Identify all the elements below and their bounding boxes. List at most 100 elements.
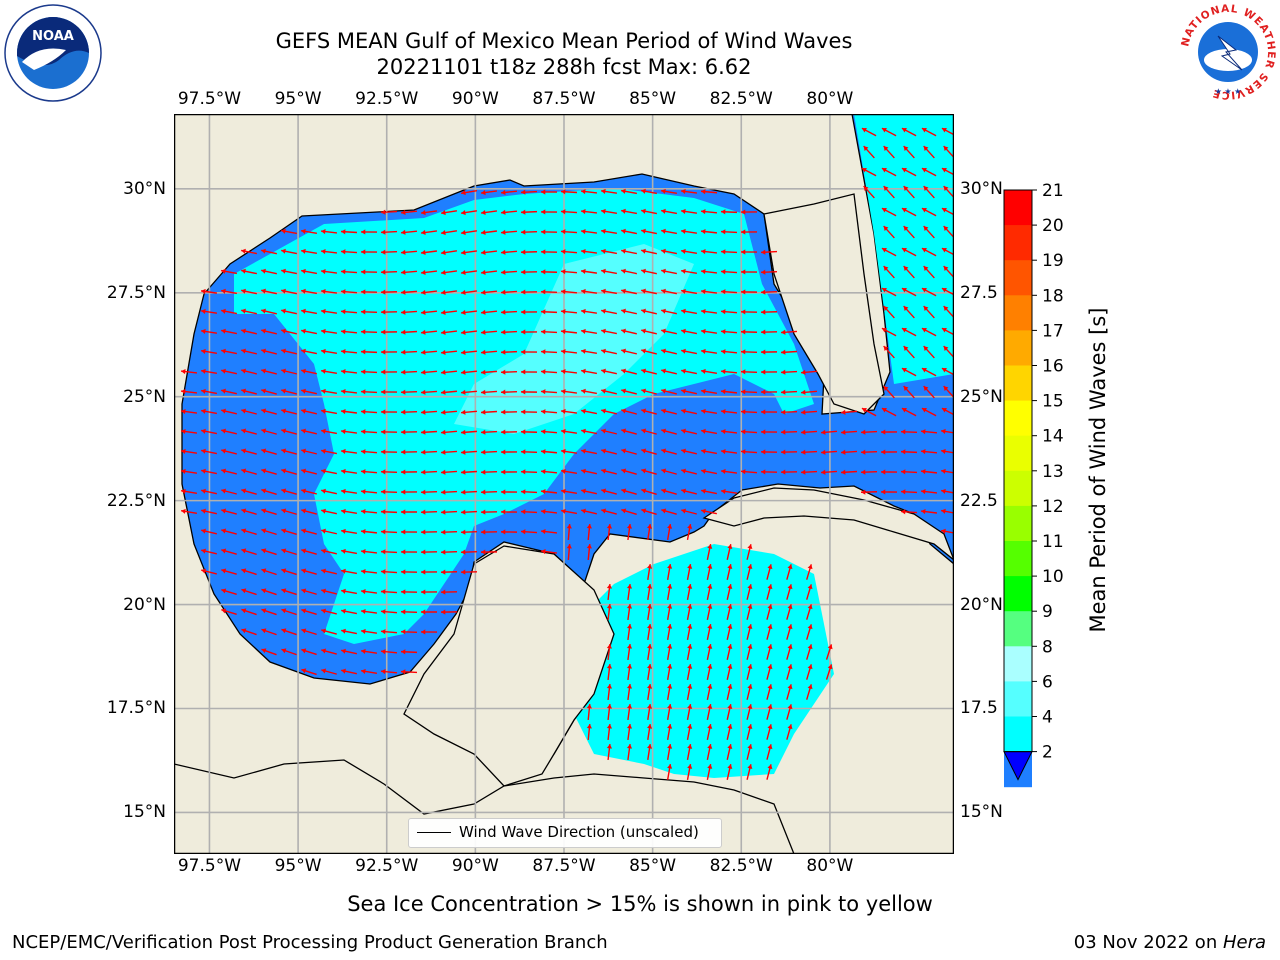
legend-label: Wind Wave Direction (unscaled)	[459, 823, 699, 841]
wind-arrow-head	[661, 348, 666, 354]
wind-arrow-head	[301, 228, 306, 234]
wind-arrow-head	[321, 268, 326, 275]
colorbar-tick-label: 8	[1042, 637, 1053, 657]
wind-arrow-head	[923, 186, 929, 191]
wind-arrow-head	[921, 127, 927, 133]
wind-arrow-head	[281, 408, 287, 414]
colorbar-tick-label: 17	[1042, 321, 1064, 341]
wind-arrow-head	[441, 269, 446, 276]
wind-arrow-head	[901, 469, 906, 475]
wind-arrow-head	[381, 629, 386, 635]
wind-arrow-head	[261, 608, 267, 614]
wind-arrow-head	[241, 468, 247, 474]
wind-arrow-head	[701, 189, 706, 195]
wind-arrow-head	[341, 249, 346, 255]
cuba	[702, 487, 954, 561]
wind-arrow-head	[401, 649, 406, 655]
wind-arrow-head	[461, 409, 466, 415]
wind-arrow-head	[321, 428, 326, 434]
wind-arrow-head	[321, 368, 326, 374]
wind-arrow-head	[421, 389, 426, 395]
wind-arrow-head	[481, 309, 486, 315]
y-tick-right-label: 25°N	[960, 386, 1003, 407]
wind-arrow-head	[381, 289, 386, 295]
wind-arrow-head	[201, 308, 206, 315]
wind-arrow-head	[707, 664, 713, 669]
wind-arrow-head	[923, 266, 929, 271]
wind-arrow-head	[861, 407, 867, 413]
wind-arrow-head	[281, 508, 287, 514]
wind-arrow-head	[421, 269, 426, 275]
wind-arrow-head	[461, 529, 466, 535]
wind-arrow-head	[321, 408, 326, 414]
wind-arrow-head	[941, 127, 947, 133]
wind-arrow-head	[586, 704, 592, 709]
wind-arrow-head	[781, 429, 786, 435]
wind-arrow-head	[787, 704, 793, 710]
y-tick-right-label: 30°N	[960, 178, 1003, 199]
colorbar-tick-label: 10	[1042, 567, 1064, 587]
wind-arrow-head	[541, 309, 546, 315]
colorbar-tick-label: 2	[1042, 743, 1053, 763]
wind-arrow-head	[281, 548, 287, 554]
wind-arrow-head	[901, 207, 907, 213]
wind-arrow-head	[201, 408, 206, 414]
wind-arrow-head	[301, 528, 307, 534]
wind-arrow-head	[441, 329, 446, 335]
wind-arrow-head	[781, 369, 786, 375]
wind-arrow-head	[787, 724, 793, 730]
wind-arrow-head	[561, 388, 566, 395]
colorbar-box	[1004, 611, 1032, 647]
wind-arrow-head	[261, 548, 267, 554]
wind-arrow-head	[641, 228, 646, 234]
wind-arrow-head	[727, 624, 733, 629]
wind-arrow-head	[741, 289, 746, 295]
wind-arrow-head	[361, 269, 366, 275]
wind-arrow-head	[381, 389, 386, 395]
wind-arrow-head	[621, 208, 626, 214]
colorbar-tick-label: 13	[1042, 462, 1064, 482]
wind-arrow-head	[301, 248, 306, 254]
wind-arrow-head	[381, 309, 386, 315]
wind-arrow-head	[541, 249, 546, 255]
wind-arrow-head	[501, 189, 506, 195]
x-tick-top-label: 80°W	[806, 89, 854, 109]
wind-arrow-head	[681, 328, 686, 334]
wind-arrow-head	[901, 509, 906, 515]
wind-arrow-head	[321, 488, 326, 494]
wind-arrow-head	[341, 468, 346, 475]
wind-arrow-head	[281, 608, 287, 614]
wind-arrow-head	[767, 764, 773, 770]
wind-arrow-head	[401, 669, 406, 675]
wind-arrow-head	[767, 644, 773, 650]
wind-arrow-head	[701, 348, 706, 354]
map-gridlines	[174, 114, 954, 854]
wind-arrow-head	[581, 308, 586, 314]
wind-arrow-head	[301, 548, 307, 554]
nws-logo: NATIONAL WEATHER SERVICE ★ ★ ★	[1179, 3, 1277, 101]
wind-arrow-head	[261, 468, 267, 474]
wind-arrow-head	[903, 146, 909, 151]
wind-arrow-head	[441, 429, 446, 435]
wind-arrow-head	[321, 288, 326, 295]
wind-arrow-head	[667, 584, 673, 589]
wind-arrow-head	[221, 608, 227, 614]
wind-arrow-head	[641, 328, 646, 334]
colorbar-box	[1004, 400, 1032, 437]
wind-arrow-head	[561, 269, 566, 275]
wind-arrow-head	[361, 349, 366, 355]
wind-arrow-head	[341, 568, 346, 574]
wind-arrow-head	[701, 468, 706, 474]
wind-arrow-head	[707, 604, 713, 609]
wind-arrow-head	[721, 329, 726, 335]
wind-arrow-head	[881, 247, 887, 253]
wind-arrow-head	[727, 764, 733, 769]
wind-arrow-head	[321, 248, 326, 255]
wind-arrow-head	[841, 469, 846, 475]
wind-arrow-head	[381, 209, 386, 215]
wind-arrow-head	[281, 368, 286, 374]
wind-arrow-head	[381, 529, 386, 535]
wind-arrow-head	[341, 269, 346, 275]
wind-arrow-head	[301, 428, 306, 434]
wind-arrow-head	[707, 744, 713, 749]
